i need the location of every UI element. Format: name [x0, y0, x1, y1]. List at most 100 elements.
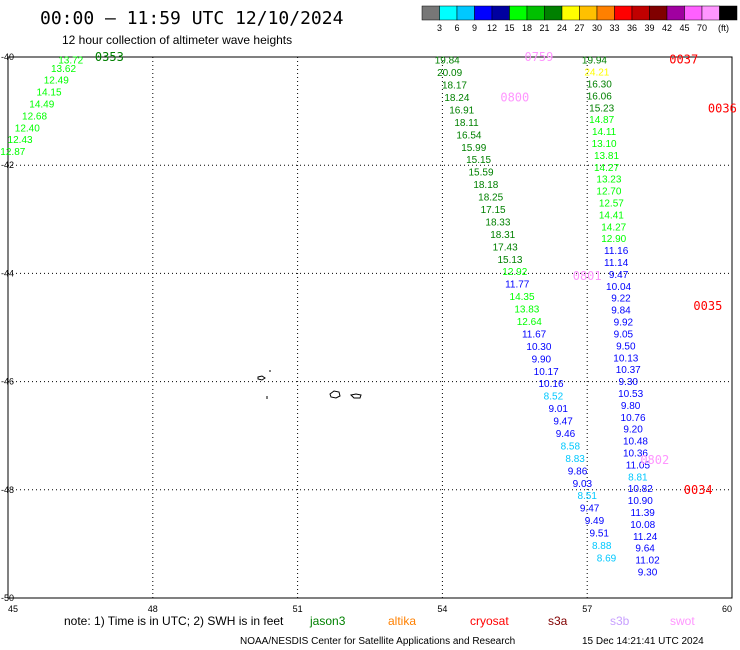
wave-height-value: 9.80 — [621, 401, 641, 412]
color-scale-label: 30 — [592, 23, 602, 33]
wave-height-value: 12.70 — [596, 187, 621, 198]
wave-height-value: 17.15 — [481, 205, 506, 216]
color-scale-label: 15 — [504, 23, 514, 33]
wave-height-value: 14.27 — [601, 222, 626, 233]
island-outline — [349, 393, 362, 399]
color-scale-label: 33 — [609, 23, 619, 33]
color-scale-swatch — [491, 5, 510, 21]
wave-height-value: 12.40 — [15, 123, 40, 134]
wave-height-value: 8.88 — [592, 541, 612, 552]
x-axis-ticks: 45 48 51 54 57 60 — [8, 604, 732, 614]
satellite-legend-swot: swot — [670, 614, 695, 628]
wave-height-value: 12.43 — [8, 135, 33, 146]
color-scale-label: 12 — [487, 23, 497, 33]
wave-height-value: 10.37 — [616, 365, 641, 376]
y-tick-label: -42 — [1, 160, 14, 170]
color-scale-label: 21 — [539, 23, 549, 33]
wave-height-value: 14.27 — [594, 163, 619, 174]
wave-height-value: 15.23 — [589, 103, 614, 114]
wave-height-value: 14.35 — [510, 292, 535, 303]
color-scale-label: 45 — [679, 23, 689, 33]
wave-height-value: 11.39 — [631, 508, 656, 519]
wave-height-value: 9.47 — [553, 417, 573, 428]
wave-height-value: 11.14 — [604, 258, 629, 269]
wave-height-value: 13.62 — [51, 64, 76, 75]
color-scale-swatch — [596, 5, 615, 21]
wave-height-value: 11.02 — [635, 556, 660, 567]
wave-height-value: 9.86 — [568, 466, 588, 477]
wave-height-value: 15.59 — [468, 168, 493, 179]
color-scale-label: 24 — [557, 23, 567, 33]
plot-frame — [7, 56, 733, 599]
wave-height-value: 8.69 — [597, 553, 617, 564]
wave-height-value: 11.16 — [604, 246, 629, 257]
island-outline — [257, 375, 266, 381]
wave-height-value: 20.09 — [437, 68, 462, 79]
wave-height-value: 8.52 — [544, 392, 564, 403]
color-scale-swatch — [614, 5, 633, 21]
wave-height-value: 16.91 — [449, 105, 474, 116]
wave-height-value: 10.16 — [538, 379, 563, 390]
x-tick-label: 57 — [582, 604, 592, 614]
wave-height-value: 18.25 — [478, 193, 503, 204]
wave-height-value: 14.15 — [37, 88, 62, 99]
color-scale: 3 6 9 12 15 18 21 24 27 30 33 36 39 42 45 70 — [421, 5, 738, 33]
wave-height-value: 10.17 — [534, 367, 559, 378]
wave-height-value: 14.49 — [29, 100, 54, 111]
color-scale-swatch — [421, 5, 440, 21]
wave-height-value: 12.57 — [599, 199, 624, 210]
color-scale-label: 70 — [697, 23, 707, 33]
wave-height-value: 9.03 — [573, 479, 593, 490]
wave-height-value: 9.64 — [635, 544, 655, 555]
wave-height-value: 11.05 — [626, 460, 651, 471]
pass-time-label: 0037 — [669, 53, 698, 67]
color-scale-swatch — [561, 5, 580, 21]
footer-note: note: 1) Time is in UTC; 2) SWH is in fe… — [64, 614, 284, 628]
wave-height-value: 9.92 — [614, 318, 634, 329]
wave-height-value: 15.13 — [497, 255, 522, 266]
wave-height-value: 9.50 — [616, 341, 636, 352]
wave-height-value: 10.48 — [623, 437, 648, 448]
wave-height-value: 13.10 — [592, 139, 617, 150]
wave-height-value: 18.31 — [490, 230, 515, 241]
wave-height-value: 18.18 — [473, 180, 498, 191]
color-scale-swatch — [439, 5, 458, 21]
x-tick-label: 54 — [437, 604, 447, 614]
wave-height-value: 11.24 — [633, 532, 658, 543]
pass-time-label: 0034 — [684, 483, 713, 497]
footer-timestamp: 15 Dec 14:21:41 UTC 2024 — [582, 636, 704, 647]
color-scale-swatch — [719, 5, 738, 21]
color-scale-label: 42 — [662, 23, 672, 33]
color-scale-swatch — [474, 5, 493, 21]
color-scale-swatch — [701, 5, 720, 21]
wave-height-value: 10.82 — [628, 484, 653, 495]
satellite-legend-jason3: jason3 — [309, 614, 346, 628]
wave-height-value: 9.46 — [556, 429, 576, 440]
wave-height-value: 12.68 — [22, 111, 47, 122]
satellite-legend-s3a: s3a — [548, 614, 568, 628]
x-tick-label: 51 — [293, 604, 303, 614]
satellite-legend-cryosat: cryosat — [470, 614, 509, 628]
wave-height-value: 12.90 — [601, 234, 626, 245]
wave-height-value: 16.30 — [587, 80, 612, 91]
color-scale-swatch — [649, 5, 668, 21]
wave-height-value: 9.47 — [580, 504, 600, 515]
wave-height-value: 9.20 — [623, 425, 643, 436]
wave-height-value: 9.90 — [532, 354, 552, 365]
wave-height-value: 10.36 — [623, 448, 648, 459]
wave-height-value: 12.49 — [44, 76, 69, 87]
wave-height-value: 13.81 — [594, 151, 619, 162]
y-tick-label: -48 — [1, 485, 14, 495]
wave-height-value: 12.64 — [517, 317, 542, 328]
wave-height-value: 8.58 — [561, 441, 581, 452]
wave-height-value: 15.15 — [466, 155, 491, 166]
wave-height-value: 11.67 — [522, 329, 547, 340]
wave-height-value: 9.49 — [585, 516, 605, 527]
y-tick-label: -40 — [1, 52, 14, 62]
x-tick-label: 48 — [148, 604, 158, 614]
color-scale-label: 36 — [627, 23, 637, 33]
color-scale-swatch — [526, 5, 545, 21]
wave-height-value: 9.05 — [614, 329, 634, 340]
wave-height-value: 8.51 — [577, 491, 597, 502]
